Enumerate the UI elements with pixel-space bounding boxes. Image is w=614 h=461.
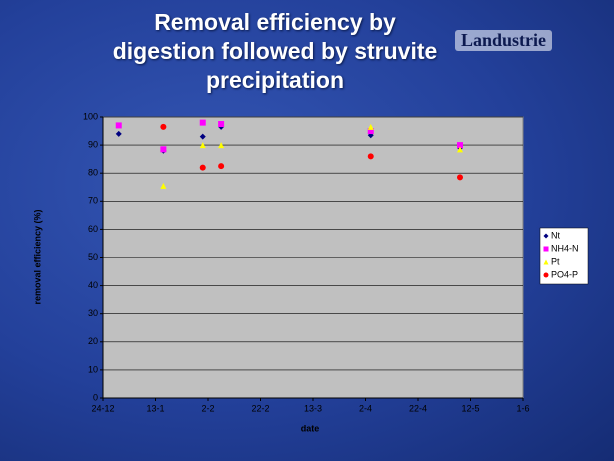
x-tick-label: 2-4: [359, 403, 372, 413]
y-tick-label: 20: [88, 336, 98, 346]
marker: [457, 146, 463, 153]
marker: [367, 153, 374, 160]
legend-label: PO4-P: [551, 269, 578, 279]
marker: [160, 146, 167, 153]
marker: [199, 119, 206, 126]
marker: [218, 121, 225, 128]
x-tick-label: 22-2: [251, 403, 269, 413]
x-tick-label: 12-5: [461, 403, 479, 413]
legend-label: Nt: [551, 230, 560, 240]
marker: [199, 164, 206, 171]
y-tick-label: 0: [93, 392, 98, 402]
x-tick-label: 13-1: [146, 403, 164, 413]
marker: [115, 122, 122, 129]
x-tick-label: 1-6: [516, 403, 529, 413]
marker: [218, 142, 225, 149]
y-tick-label: 30: [88, 308, 98, 318]
legend-marker: [543, 246, 549, 252]
y-tick-label: 60: [88, 224, 98, 234]
legend-label: Pt: [551, 256, 560, 266]
y-tick-label: 50: [88, 252, 98, 262]
logo: Landustrie: [455, 30, 553, 51]
legend-label: NH4-N: [551, 243, 579, 253]
marker: [367, 123, 374, 130]
y-tick-label: 100: [83, 111, 98, 121]
y-axis-label: removal efficiency (%): [32, 209, 42, 304]
x-tick-label: 24-12: [91, 403, 114, 413]
marker: [160, 123, 167, 130]
y-tick-label: 80: [88, 168, 98, 178]
marker: [199, 142, 206, 149]
y-tick-label: 90: [88, 139, 98, 149]
x-tick-label: 22-4: [409, 403, 427, 413]
marker: [115, 130, 122, 137]
chart-title: Removal efficiency by digestion followed…: [112, 9, 438, 93]
marker: [457, 142, 463, 149]
y-tick-label: 40: [88, 280, 98, 290]
y-tick-label: 70: [88, 196, 98, 206]
legend-marker: [543, 272, 549, 278]
legend-marker: [543, 259, 549, 265]
x-tick-label: 2-2: [201, 403, 214, 413]
marker: [160, 182, 167, 189]
marker: [218, 163, 225, 170]
x-axis-label: date: [301, 423, 320, 433]
legend-marker: [543, 233, 549, 239]
marker: [199, 133, 206, 140]
marker: [367, 128, 374, 135]
x-tick-label: 13-3: [304, 403, 322, 413]
marker: [457, 174, 463, 181]
y-tick-label: 10: [88, 364, 98, 374]
